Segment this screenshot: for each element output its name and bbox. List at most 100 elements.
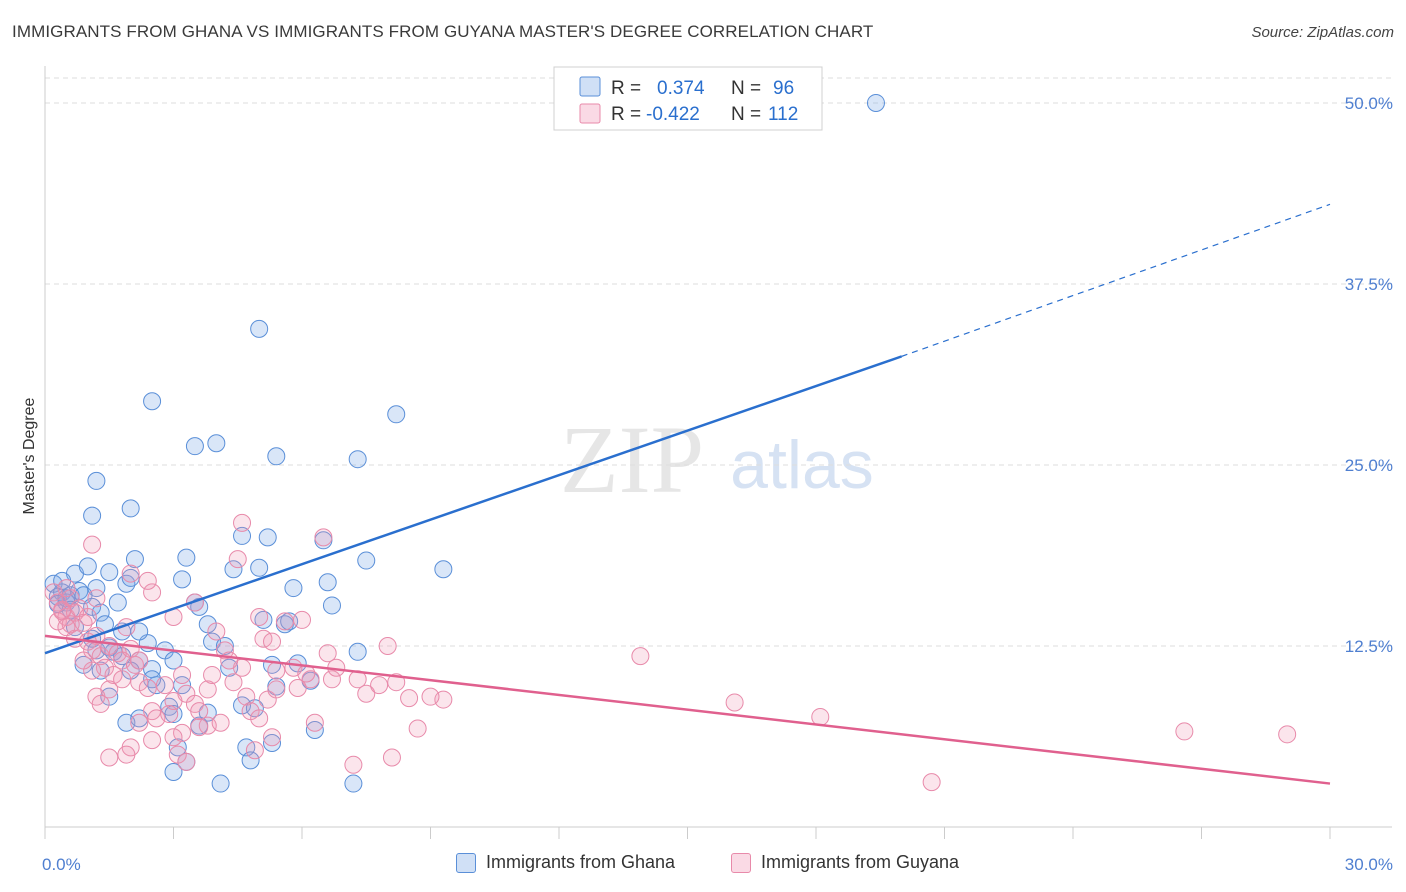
- legend-r2-label: R =: [611, 104, 641, 125]
- guyana-point: [228, 550, 247, 569]
- guyana-point: [1175, 722, 1194, 741]
- ghana-point: [121, 568, 140, 587]
- guyana-point: [1278, 725, 1297, 744]
- ghana-point: [267, 447, 286, 466]
- legend-n2-label: N =: [731, 104, 761, 125]
- bottom-legend-ghana: Immigrants from Ghana: [456, 852, 675, 873]
- guyana-point: [190, 702, 209, 721]
- y-tick-label: 37.5%: [1345, 275, 1393, 294]
- ghana-point: [164, 651, 183, 670]
- ghana-point: [100, 563, 119, 582]
- guyana-point: [305, 713, 324, 732]
- bottom-legend-guyana: Immigrants from Guyana: [731, 852, 959, 873]
- guyana-point: [263, 632, 282, 651]
- ghana-point: [250, 319, 269, 338]
- guyana-point: [100, 680, 119, 699]
- guyana-point: [177, 752, 196, 771]
- ghana-swatch: [456, 852, 476, 873]
- guyana-point: [57, 579, 76, 598]
- guyana-point: [207, 622, 226, 641]
- guyana-point: [314, 528, 333, 547]
- guyana-point: [382, 748, 401, 767]
- guyana-point: [74, 651, 93, 670]
- guyana-point: [143, 731, 162, 750]
- guyana-point: [91, 694, 110, 713]
- guyana-point: [130, 713, 149, 732]
- ghana-point: [78, 557, 97, 576]
- legend-n1-value: 96: [773, 78, 794, 99]
- tick-labels: 12.5% 25.0% 37.5% 50.0% 0.0% 30.0%: [42, 94, 1393, 874]
- guyana-point: [203, 665, 222, 684]
- ghana-point: [215, 636, 234, 655]
- ghana-legend-label: Immigrants from Ghana: [486, 852, 676, 872]
- y-axis-label: Master's Degree: [21, 397, 38, 514]
- ghana-point: [211, 774, 230, 793]
- ghana-point: [348, 642, 367, 661]
- guyana-point: [344, 755, 363, 774]
- ghana-trendline: [44, 355, 903, 655]
- guyana-point: [631, 647, 650, 666]
- guyana-point: [725, 693, 744, 712]
- ghana-trendline-extension: [901, 203, 1331, 357]
- ghana-point: [83, 506, 102, 525]
- ghana-point: [280, 612, 299, 631]
- ghana-point: [168, 738, 187, 757]
- ghana-point: [87, 471, 106, 490]
- guyana-point: [173, 665, 192, 684]
- guyana-point: [190, 718, 209, 737]
- guyana-point: [220, 651, 239, 670]
- ghana-point: [322, 596, 341, 615]
- guyana-point: [215, 641, 234, 660]
- ghana-point: [241, 751, 260, 770]
- guyana-point: [113, 670, 132, 689]
- guyana-point: [160, 705, 179, 724]
- source-credit: Source: ZipAtlas.com: [1251, 24, 1394, 41]
- guyana-point: [408, 719, 427, 738]
- guyana-point: [370, 676, 389, 695]
- guyana-point: [83, 535, 102, 554]
- guyana-point: [78, 608, 97, 627]
- watermark-zip: ZIP: [560, 406, 704, 513]
- ghana-point: [220, 658, 239, 677]
- guyana-point: [198, 680, 217, 699]
- guyana-point: [421, 687, 440, 706]
- guyana-point: [164, 728, 183, 747]
- guyana-point: [130, 651, 149, 670]
- ghana-point: [87, 579, 106, 598]
- guyana-legend-label: Immigrants from Guyana: [761, 852, 960, 872]
- guyana-point: [322, 670, 341, 689]
- guyana-trendline: [44, 634, 1331, 785]
- guyana-point: [378, 636, 397, 655]
- legend-ghana-swatch: [579, 76, 601, 97]
- guyana-point: [275, 612, 294, 631]
- ghana-point: [258, 528, 277, 547]
- legend-n2-value: 112: [768, 104, 798, 125]
- legend-n1-label: N =: [731, 78, 761, 99]
- ghana-point: [866, 93, 885, 112]
- guyana-point: [104, 665, 123, 684]
- ghana-point: [318, 573, 337, 592]
- y-tick-label: 25.0%: [1345, 456, 1393, 475]
- legend-r2-value: -0.422: [646, 104, 700, 125]
- guyana-point: [811, 707, 830, 726]
- guyana-points: [44, 513, 1297, 792]
- guyana-point: [211, 713, 230, 732]
- guyana-point: [250, 709, 269, 728]
- guyana-point: [173, 723, 192, 742]
- ghana-point: [164, 762, 183, 781]
- axes: [44, 66, 1392, 839]
- ghana-point: [108, 593, 127, 612]
- ghana-point: [185, 437, 204, 456]
- ghana-point: [263, 734, 282, 753]
- guyana-point: [245, 741, 264, 760]
- legend-r1-label: R =: [611, 78, 641, 99]
- guyana-point: [318, 644, 337, 663]
- legend-guyana-swatch: [579, 103, 601, 124]
- y-tick-label: 50.0%: [1345, 94, 1393, 113]
- guyana-point: [138, 571, 157, 590]
- guyana-swatch: [731, 852, 751, 873]
- guyana-point: [263, 728, 282, 747]
- ghana-point: [207, 434, 226, 453]
- guyana-point: [293, 610, 311, 629]
- legend-r1-value: 0.374: [657, 78, 705, 99]
